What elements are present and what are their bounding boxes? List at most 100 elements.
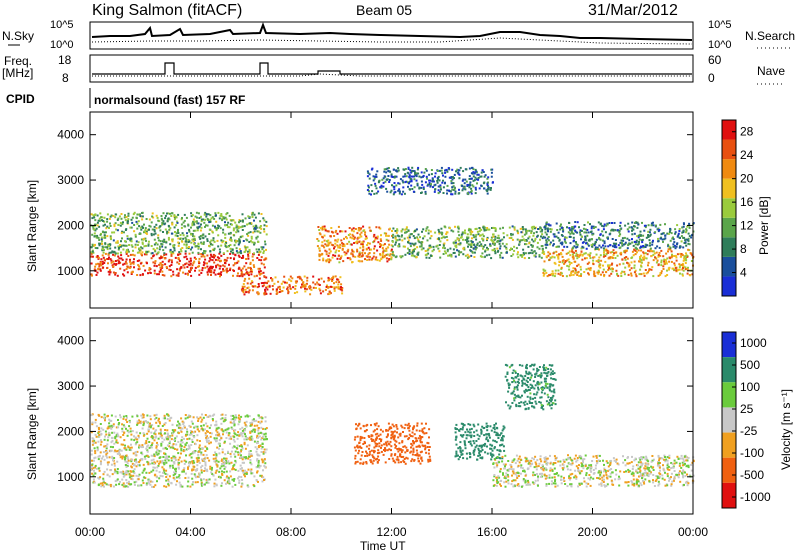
scatter-cell [156,216,159,219]
scatter-cell [112,260,115,263]
scatter-cell [474,171,477,174]
scatter-cell [263,284,266,287]
scatter-cell [131,270,134,273]
scatter-cell [362,229,365,232]
scatter-cell [146,437,149,440]
scatter-cell [205,481,208,484]
scatter-cell [241,229,244,231]
scatter-cell [243,473,246,476]
scatter-cell [243,279,246,282]
scatter-cell [608,267,610,270]
scatter-cell [641,239,643,242]
scatter-cell [217,460,220,463]
scatter-cell [255,237,258,240]
scatter-cell [256,257,259,259]
scatter-cell [190,472,193,475]
scatter-cell [137,478,140,481]
scatter-cell [105,231,107,234]
scatter-cell [165,476,168,478]
scatter-cell [116,478,119,481]
scatter-cell [221,470,223,473]
scatter-cell [245,420,248,423]
scatter-cell [204,218,207,221]
scatter-cell [149,225,152,228]
scatter-cell [362,244,364,247]
scatter-cell [224,233,227,236]
scatter-cell [94,450,97,453]
scatter-cell [470,187,473,190]
scatter-cell [565,252,568,255]
colorbar-tick-label: 24 [740,148,754,162]
scatter-cell [166,458,169,460]
scatter-cell [592,263,595,266]
scatter-cell [602,228,605,231]
scatter-cell [621,258,624,261]
scatter-cell [250,269,253,271]
scatter-cell [407,247,409,250]
scatter-cell [97,458,100,461]
scatter-cell [116,450,119,453]
scatter-cell [185,441,188,444]
scatter-cell [487,186,490,189]
scatter-cell [122,470,124,473]
scatter-cell [380,184,383,187]
scatter-cell [206,265,209,268]
scatter-cell [132,452,135,455]
scatter-cell [102,224,105,227]
scatter-cell [145,232,148,235]
scatter-cell [549,241,552,244]
scatter-cell [232,438,235,441]
scatter-cell [573,260,576,263]
scatter-cell [619,224,622,227]
scatter-cell [501,256,504,259]
scatter-cell [240,432,243,435]
scatter-cell [270,277,272,280]
scatter-cell [196,416,199,419]
scatter-cell [146,449,149,452]
scatter-cell [490,257,493,260]
scatter-cell [153,228,156,231]
scatter-cell [358,251,361,254]
scatter-cell [149,415,152,418]
scatter-cell [172,430,175,433]
scatter-cell [329,241,332,244]
scatter-cell [230,437,233,440]
scatter-cell [602,244,604,247]
scatter-cell [368,192,371,195]
scatter-cell [232,227,235,230]
scatter-cell [530,249,533,252]
scatter-cell [249,459,252,461]
scatter-cell [605,248,608,251]
scatter-cell [451,193,454,196]
scatter-cell [179,443,182,446]
scatter-cell [188,260,191,263]
scatter-cell [338,250,340,252]
scatter-cell [597,269,600,272]
scatter-cell [566,245,569,248]
scatter-cell [167,217,170,220]
scatter-cell [306,276,309,279]
scatter-cell [201,418,204,421]
scatter-cell [553,256,556,259]
scatter-cell [335,281,338,284]
scatter-cell [394,243,397,246]
scatter-cell [587,244,590,247]
scatter-cell [295,281,298,284]
scatter-cell [170,253,173,256]
scatter-cell [645,236,648,239]
scatter-cell [490,171,493,174]
scatter-cell [154,250,157,253]
scatter-cell [257,464,259,467]
scatter-cell [188,454,191,457]
scatter-cell [479,234,482,237]
scatter-cell [508,237,511,239]
scatter-cell [153,238,156,241]
scatter-cell [238,248,241,251]
scatter-cell [129,430,132,433]
scatter-cell [240,444,243,447]
scatter-cell [143,245,146,248]
scatter-cell [387,170,390,172]
scatter-cell [649,247,652,250]
scatter-cell [530,244,533,246]
scatter-cell [129,427,132,430]
